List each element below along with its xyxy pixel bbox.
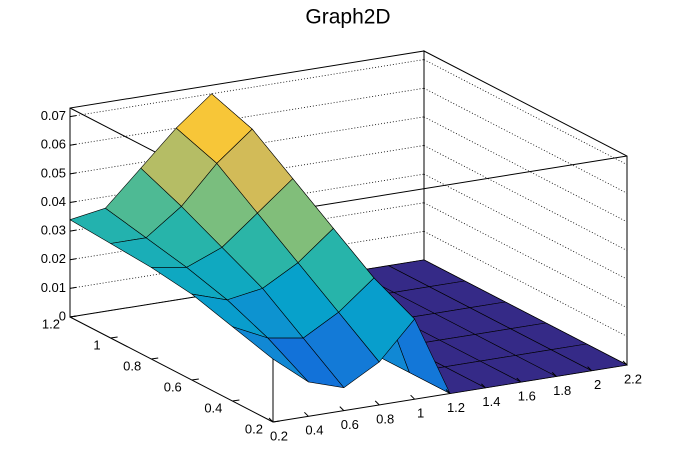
z-tick [69,229,77,232]
grid-line [423,173,628,280]
x-tick [481,383,486,389]
z-tick-label: 0.07 [41,108,66,123]
z-tick [69,115,77,118]
z-tick-label: 0 [59,308,66,323]
grid-line [423,145,628,251]
y-tick [272,420,281,423]
x-tick-label: 0.8 [376,411,394,426]
grid-line [423,202,628,309]
y-tick [151,357,159,360]
x-tick-label: 1.2 [447,400,465,415]
x-tick-label: 1.8 [553,383,571,398]
z-tick [69,172,77,175]
x-tick [410,394,415,400]
z-tick [69,200,77,203]
grid-line [69,59,425,117]
z-tick-label: 0.05 [41,165,66,180]
y-tick [110,336,118,339]
grid-line [423,231,628,337]
z-tick-label: 0.03 [41,223,66,238]
x-tick [516,377,522,383]
y-tick-label: 1.2 [42,316,60,331]
x-tick [268,417,274,423]
grid-line [423,116,628,223]
surface-cell [232,326,309,383]
x-tick [622,360,628,366]
z-tick-label: 0.02 [41,251,66,266]
axis-box-edge [272,155,628,214]
z-tick [69,143,77,146]
x-tick-label: 0.2 [270,428,288,443]
chart-title: Graph2D [305,6,390,29]
z-tick-label: 0.06 [41,137,66,152]
x-tick-label: 0.4 [305,423,323,438]
grid-line [423,59,628,165]
x-tick-label: 0.6 [341,417,359,432]
x-tick [551,372,557,377]
x-tick [339,406,345,411]
z-tick [69,286,77,289]
x-tick [304,411,309,417]
z-tick-label: 0.04 [41,194,66,209]
y-tick [69,315,78,318]
y-tick-label: 0.8 [123,358,141,373]
z-tick [69,258,77,261]
axis-box-edge [69,316,274,423]
x-tick [445,389,451,394]
z-tick-label: 0.01 [41,280,66,295]
x-tick [587,366,592,372]
x-tick-label: 1.4 [482,394,500,409]
y-tick [191,378,199,381]
y-tick [232,399,240,402]
y-tick-label: 1 [93,337,100,352]
grid-line [423,87,628,194]
x-tick-label: 2 [594,377,601,392]
x-tick-label: 2.2 [624,371,642,386]
y-tick-label: 0.6 [164,379,182,394]
y-tick-label: 0.4 [204,400,222,415]
y-tick-label: 0.2 [245,421,263,436]
x-tick [374,400,380,406]
x-tick-label: 1.6 [518,389,536,404]
x-tick-label: 1 [417,406,424,421]
